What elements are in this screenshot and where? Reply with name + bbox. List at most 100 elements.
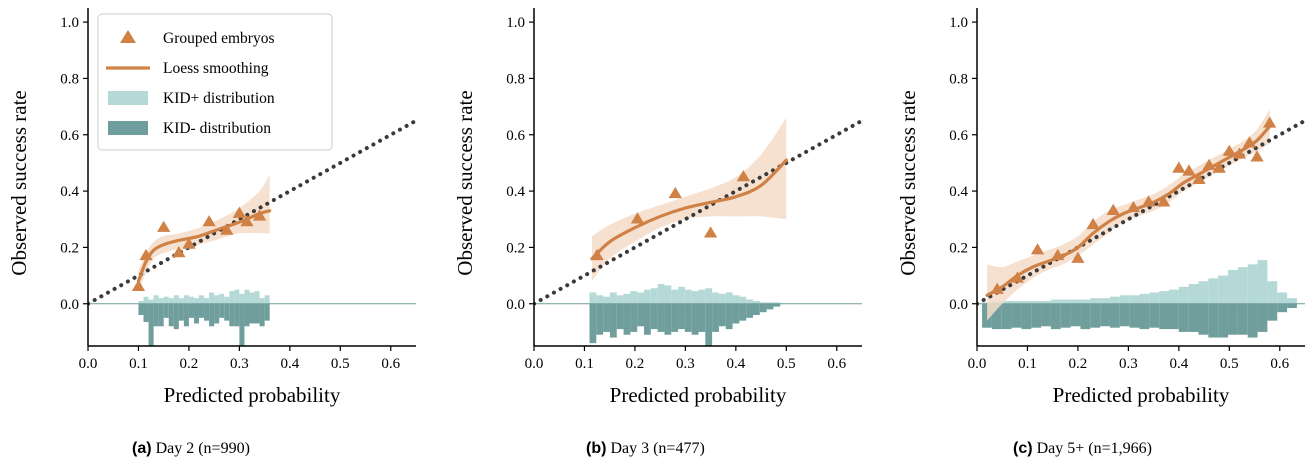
- y-axis-title: Observed success rate: [896, 90, 920, 275]
- kid-plus-bar: [1021, 300, 1032, 304]
- kid-minus-bar: [199, 303, 205, 318]
- kid-plus-bar: [163, 296, 169, 304]
- caption-b: (b) Day 3 (n=477): [586, 440, 705, 458]
- y-tick-label: 1.0: [506, 15, 525, 31]
- kid-minus-bar: [732, 303, 740, 324]
- kid-plus-bar: [153, 295, 159, 304]
- kid-minus-bar: [678, 303, 685, 330]
- kid-plus-bar: [1178, 286, 1189, 304]
- kid-minus-bar: [589, 303, 597, 344]
- grouped-embryo-point: [1192, 172, 1206, 185]
- kid-plus-bar: [1080, 299, 1091, 304]
- kid-minus-bar: [1257, 303, 1268, 332]
- kid-minus-bar: [173, 303, 179, 330]
- caption-c: (c) Day 5+ (n=1,966): [1013, 440, 1152, 458]
- kid-plus-bar: [224, 296, 230, 304]
- caption-b-text: Day 3 (n=477): [606, 440, 705, 457]
- legend-label: KID- distribution: [163, 120, 271, 137]
- y-axis-title: Observed success rate: [453, 90, 477, 275]
- grouped-embryo-point: [1157, 195, 1171, 207]
- caption-a-label: (a): [132, 440, 152, 457]
- kid-plus-bar: [773, 302, 781, 304]
- kid-minus-bar: [1198, 303, 1209, 335]
- kid-plus-bar: [684, 289, 692, 304]
- kid-plus-bar: [249, 292, 255, 304]
- kid-plus-bar: [1129, 295, 1140, 304]
- kid-plus-bar: [1257, 260, 1268, 304]
- kid-plus-bar: [1119, 295, 1130, 304]
- kid-minus-bar: [1050, 303, 1061, 330]
- y-tick-label: 0.2: [949, 240, 968, 256]
- kid-plus-bar: [168, 298, 174, 304]
- kid-minus-bar: [1129, 303, 1140, 328]
- grouped-embryo-point: [220, 223, 234, 235]
- grouped-embryo-point: [668, 186, 682, 199]
- kid-minus-bar: [1031, 303, 1042, 328]
- kid-minus-bar: [759, 303, 767, 313]
- kid-plus-bar: [712, 292, 719, 304]
- kid-plus-bar: [264, 295, 270, 304]
- y-tick-label: 0.4: [60, 184, 79, 200]
- grouped-embryo-point: [232, 206, 247, 218]
- caption-a-text: Day 2 (n=990): [151, 440, 250, 457]
- kid-plus-bar: [589, 292, 597, 304]
- grouped-embryo-point: [172, 246, 186, 258]
- kid-minus-bar: [603, 303, 610, 332]
- x-tick-label: 0.3: [1119, 356, 1138, 372]
- grouped-embryo-point: [202, 215, 216, 227]
- kid-minus-bar: [1109, 303, 1120, 328]
- kid-plus-bar: [1188, 284, 1199, 304]
- y-tick-label: 0.6: [949, 128, 968, 144]
- kid-minus-bar: [249, 303, 255, 324]
- y-tick-label: 0.0: [506, 297, 525, 313]
- legend-label: KID+ distribution: [163, 90, 275, 107]
- kid-plus-bar: [1198, 281, 1209, 304]
- kid-plus-bar: [199, 295, 205, 304]
- grouped-embryo-point: [1202, 158, 1216, 170]
- kid-minus-bar: [234, 303, 240, 327]
- kid-minus-bar: [1080, 303, 1091, 330]
- x-tick-label: 0.5: [331, 356, 350, 372]
- y-tick-label: 0.0: [949, 297, 968, 313]
- kid-minus-bar: [1178, 303, 1189, 332]
- kid-minus-bar: [214, 303, 220, 324]
- kid-plus-bar: [158, 298, 164, 304]
- kid-minus-bar: [1287, 303, 1297, 308]
- kid-plus-bar: [148, 299, 154, 304]
- grouped-embryo-point: [1242, 136, 1257, 148]
- loess-confidence-band: [987, 109, 1270, 321]
- kid-minus-bar: [1060, 303, 1071, 328]
- kid-plus-bar: [1011, 300, 1022, 304]
- kid-plus-bar: [623, 293, 631, 304]
- kid-plus-bar: [732, 295, 740, 304]
- legend-box: [97, 13, 333, 151]
- kid-minus-bar: [1001, 303, 1012, 330]
- x-tick-label: 0.2: [626, 356, 645, 372]
- kid-plus-bar: [143, 296, 149, 304]
- kid-minus-bar: [158, 303, 164, 327]
- grouped-embryo-point: [252, 209, 267, 221]
- x-tick-label: 0.6: [827, 356, 846, 372]
- kid-minus-bar: [1169, 303, 1179, 330]
- y-tick-label: 0.6: [60, 128, 79, 144]
- grouped-embryo-point: [630, 212, 645, 224]
- kid-plus-bar: [214, 295, 220, 304]
- grouped-embryo-point: [990, 282, 1004, 294]
- kid-plus-bar: [766, 302, 774, 304]
- kid-plus-bar: [616, 295, 624, 304]
- plot-area: [88, 118, 416, 346]
- kid-plus-bar: [1139, 293, 1150, 304]
- y-tick-label: 0.0: [60, 297, 79, 313]
- kid-minus-bar: [219, 303, 225, 318]
- kid-minus-bar: [259, 303, 265, 327]
- kid-minus-bar: [691, 303, 699, 335]
- kid-plus-bar: [1100, 298, 1110, 304]
- kid-minus-bar: [224, 303, 230, 321]
- x-tick-label: 0.6: [1270, 356, 1289, 372]
- kid-plus-bar: [657, 284, 665, 304]
- kid-plus-bar: [705, 288, 713, 304]
- x-axis-title: Predicted probability: [1053, 383, 1230, 407]
- kid-minus-bar: [1041, 303, 1051, 327]
- chart-panel-3: 0.0 0.1 0.2 0.3 0.4 0.5 0.6 0.0 0.2 0.4 0.6 0.8 1.0 P…: [896, 8, 1305, 407]
- grouped-embryo-point: [1172, 161, 1186, 173]
